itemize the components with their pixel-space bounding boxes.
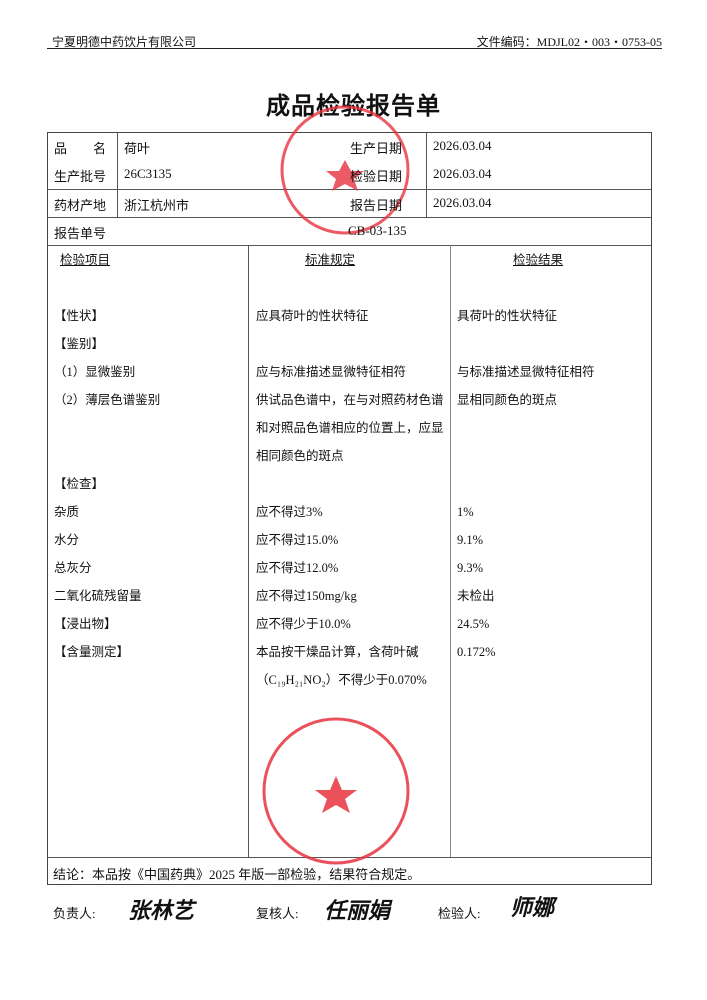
divider (248, 245, 249, 857)
result-cell: 9.3% (457, 561, 484, 575)
standard-cell: （C₁₉H₂₁NO₂）不得少于0.070% (256, 673, 427, 687)
result-cell: 未检出 (457, 589, 495, 603)
reviewer-label: 复核人: (256, 906, 299, 921)
conclusion: 结论：本品按《中国药典》2025 年版一部检验，结果符合规定。 (53, 867, 421, 882)
batch-value: 26C3135 (124, 166, 172, 181)
divider (47, 245, 652, 246)
product-name-value: 荷叶 (124, 141, 151, 156)
batch-label: 生产批号 (54, 169, 107, 184)
origin-value: 浙江杭州市 (124, 198, 190, 213)
standard-cell: 应与标准描述显微特征相符 (256, 365, 407, 379)
standard-cell: 相同颜色的斑点 (256, 449, 344, 463)
item-cell: 杂质 (54, 505, 80, 519)
item-cell: （2）薄层色谱鉴别 (54, 393, 161, 407)
item-cell: 水分 (54, 533, 80, 547)
item-cell: 【浸出物】 (54, 617, 117, 631)
item-cell: 【鉴别】 (54, 337, 105, 351)
standard-cell: 应具荷叶的性状特征 (256, 309, 369, 323)
inspector-signature: 师娜 (510, 895, 555, 921)
result-cell: 0.172% (457, 645, 496, 659)
standard-cell: 本品按干燥品计算，含荷叶碱 (256, 645, 419, 659)
item-cell: （1）显微鉴别 (54, 365, 136, 379)
result-cell: 与标准描述显微特征相符 (457, 365, 595, 379)
report-date-value: 2026.03.04 (433, 195, 492, 210)
report-date-label: 报告日期 (350, 198, 403, 213)
item-cell: 【性状】 (54, 309, 105, 323)
standard-cell: 应不得少于10.0% (256, 617, 351, 631)
item-cell: 总灰分 (54, 561, 92, 575)
standard-cell: 应不得过150mg/kg (256, 589, 357, 603)
standard-cell: 供试品色谱中，在与对照药材色谱 (256, 393, 444, 407)
reviewer-signature: 任丽娟 (324, 898, 391, 924)
divider (47, 189, 652, 190)
result-cell: 具荷叶的性状特征 (457, 309, 558, 323)
standard-cell: 应不得过12.0% (256, 561, 339, 575)
item-cell: 【检查】 (54, 477, 105, 491)
document-number: 文件编码：MDJL02・003・0753-05 (476, 35, 662, 49)
company-name: 宁夏明德中药饮片有限公司 (52, 35, 197, 49)
header-divider (47, 48, 662, 49)
responsible-signature: 张林艺 (128, 898, 195, 924)
origin-label: 药材产地 (54, 198, 107, 213)
column-header-item: 检验项目 (60, 253, 111, 267)
production-date-label: 生产日期 (350, 141, 403, 156)
report-no-label: 报告单号 (54, 226, 107, 241)
item-cell: 【含量测定】 (54, 645, 130, 659)
result-cell: 1% (457, 505, 474, 519)
responsible-label: 负责人: (53, 906, 96, 921)
divider (117, 132, 118, 217)
standard-cell: 和对照品色谱相应的位置上，应显 (256, 421, 444, 435)
column-header-result: 检验结果 (513, 253, 564, 267)
divider (426, 132, 427, 217)
result-cell: 24.5% (457, 617, 490, 631)
result-cell: 9.1% (457, 533, 484, 547)
production-date-value: 2026.03.04 (433, 138, 492, 153)
inspection-date-label: 检验日期 (350, 169, 403, 184)
inspector-label: 检验人: (438, 906, 481, 921)
product-name-label: 品 名 (54, 141, 107, 156)
divider (47, 857, 652, 858)
item-cell: 二氧化硫残留量 (54, 589, 142, 603)
page-title: 成品检验报告单 (266, 94, 441, 120)
standard-cell: 应不得过3% (256, 505, 323, 519)
standard-cell: 应不得过15.0% (256, 533, 339, 547)
divider (450, 245, 451, 857)
divider (47, 217, 652, 218)
report-no-value: CB-03-135 (348, 223, 407, 238)
column-header-standard: 标准规定 (305, 253, 356, 267)
inspection-date-value: 2026.03.04 (433, 166, 492, 181)
result-cell: 显相同颜色的斑点 (457, 393, 558, 407)
